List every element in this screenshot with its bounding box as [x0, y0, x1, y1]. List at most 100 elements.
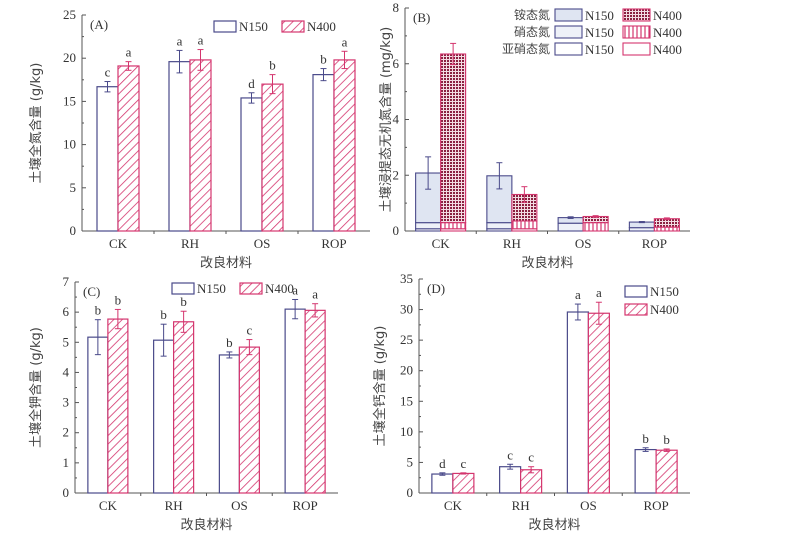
- legend-swatch-n400: [622, 8, 651, 22]
- x-axis-label: 改良材料: [521, 255, 573, 271]
- legend-swatch-n150: [624, 285, 648, 298]
- legend-label-n150: N150: [585, 8, 614, 23]
- bar-n400-rop: [333, 59, 356, 232]
- panel-label: (B): [413, 10, 430, 25]
- y-tick-label: 4: [393, 112, 400, 127]
- y-tick-label: 25: [63, 7, 76, 22]
- bar-nitrate-n400-rop: [653, 226, 680, 232]
- legend-label-n400: N400: [265, 281, 294, 296]
- significance-letter: b: [269, 58, 276, 73]
- bar-nitrate-n150-rh: [486, 222, 513, 230]
- significance-letter: b: [95, 303, 102, 318]
- y-tick-label: 3: [63, 395, 70, 410]
- significance-letter: c: [528, 450, 534, 465]
- x-tick-label: ROP: [642, 236, 667, 251]
- y-tick-label: 6: [393, 56, 400, 71]
- bar-n150-rh: [499, 466, 522, 494]
- bar-n150-os: [566, 311, 589, 494]
- significance-letter: c: [246, 323, 252, 338]
- y-tick-label: 15: [400, 393, 413, 408]
- significance-letter: a: [312, 287, 318, 302]
- y-axis-label: 土壤全钾含量 (g/kg): [28, 327, 44, 448]
- panel-a: 0 5 10 15 20 25 CK RH OS ROP 改良材料 土壤全氮含量 (g/kg) (A) c…: [28, 7, 370, 271]
- x-tick-label: OS: [231, 498, 248, 513]
- legend-label-n400: N400: [650, 302, 679, 317]
- y-tick-label: 20: [400, 363, 413, 378]
- x-tick-label: CK: [109, 236, 128, 251]
- bar-nitrate-n150-os: [557, 222, 584, 232]
- significance-letter: c: [105, 65, 111, 80]
- legend-label-n400: N400: [653, 8, 682, 23]
- significance-letter: a: [342, 34, 348, 49]
- x-tick-label: CK: [432, 236, 451, 251]
- y-tick-label: 4: [63, 364, 70, 379]
- significance-letter: a: [575, 287, 581, 302]
- y-tick-label: 6: [63, 304, 70, 319]
- y-tick-label: 25: [400, 332, 413, 347]
- legend-label-n150: N150: [650, 284, 679, 299]
- y-tick-label: 8: [393, 0, 400, 15]
- legend-label-n150: N150: [585, 42, 614, 57]
- bar-n150-rh: [153, 339, 175, 494]
- significance-letter: b: [663, 432, 670, 447]
- legend-swatch-n150: [213, 20, 237, 33]
- bar-n400-os: [238, 346, 260, 494]
- bar-nitrate-n400-rh: [511, 220, 538, 230]
- significance-letter: b: [160, 307, 167, 322]
- legend-swatch-n400: [622, 42, 651, 56]
- legend-label-n150: N150: [585, 25, 614, 40]
- bar-n150-ck: [431, 473, 454, 494]
- x-axis-label: 改良材料: [528, 517, 580, 533]
- significance-letter: a: [596, 285, 602, 300]
- legend-component-label: 硝态氮: [514, 24, 550, 39]
- significance-letter: d: [248, 76, 255, 91]
- panel-label: (D): [427, 281, 445, 296]
- x-tick-label: RH: [503, 236, 521, 251]
- y-tick-label: 0: [63, 485, 70, 500]
- x-tick-label: RH: [165, 498, 183, 513]
- legend-label-n150: N150: [239, 19, 268, 34]
- bar-n400-rop: [655, 449, 678, 494]
- significance-letter: b: [642, 431, 649, 446]
- significance-letter: a: [198, 33, 204, 48]
- bar-n400-ck: [452, 472, 475, 494]
- significance-letter: a: [292, 282, 298, 297]
- significance-letter: b: [226, 335, 233, 350]
- bar-ammonium-n400-ck: [440, 53, 467, 224]
- y-tick-label: 2: [63, 425, 70, 440]
- significance-letter: c: [460, 456, 466, 471]
- legend-swatch-n150: [171, 282, 195, 295]
- significance-letter: b: [320, 52, 327, 67]
- significance-letter: a: [177, 33, 183, 48]
- bar-n150-rh: [168, 61, 191, 232]
- x-axis-label: 改良材料: [200, 255, 252, 271]
- y-axis-label: 土壤全钙含量 (g/kg): [372, 326, 388, 447]
- x-tick-label: ROP: [292, 498, 317, 513]
- legend-swatch-n400: [624, 303, 648, 316]
- legend-label-n400: N400: [653, 42, 682, 57]
- panel-label: (C): [83, 284, 100, 299]
- y-tick-label: 5: [63, 334, 70, 349]
- y-tick-label: 10: [400, 424, 413, 439]
- y-axis-label: 土壤浸提态无机氮含量 (mg/kg): [378, 27, 394, 212]
- y-tick-label: 0: [70, 223, 77, 238]
- x-tick-label: OS: [580, 498, 597, 513]
- x-tick-label: OS: [575, 236, 592, 251]
- x-tick-label: ROP: [321, 236, 346, 251]
- y-tick-label: 35: [400, 271, 413, 286]
- x-tick-label: RH: [512, 498, 530, 513]
- y-tick-label: 30: [400, 302, 413, 317]
- bar-n400-os: [261, 83, 284, 232]
- bar-n400-os: [587, 312, 610, 494]
- y-tick-label: 5: [407, 454, 414, 469]
- significance-letter: d: [439, 456, 446, 471]
- y-axis-label: 土壤全氮含量 (g/kg): [28, 63, 44, 184]
- x-tick-label: CK: [99, 498, 118, 513]
- y-tick-label: 15: [63, 93, 76, 108]
- legend-swatch-n150: [554, 8, 583, 22]
- legend-label-n400: N400: [307, 19, 336, 34]
- bar-n400-rh: [173, 321, 195, 494]
- bar-n400-rh: [189, 59, 212, 232]
- bar-nitrate-n400-ck: [440, 222, 467, 230]
